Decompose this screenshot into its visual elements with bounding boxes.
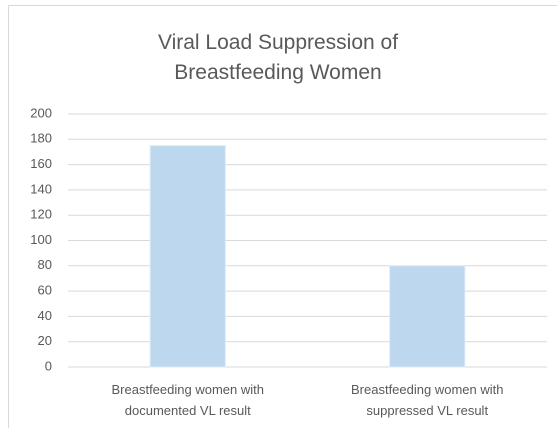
x-tick-label: Breastfeeding women with documented VL r… (111, 382, 264, 418)
bar (389, 265, 466, 368)
y-tick-label: 80 (38, 257, 52, 272)
chart-title: Viral Load Suppression of Breastfeeding … (157, 31, 399, 84)
y-tick-label: 180 (30, 131, 52, 146)
y-tick-label: 0 (45, 358, 52, 373)
y-tick-label: 200 (30, 105, 52, 120)
y-tick-label: 60 (38, 283, 52, 298)
y-tick-label: 100 (30, 232, 52, 247)
x-tick-label: Breastfeeding women with suppressed VL r… (351, 382, 504, 418)
y-tick-label: 160 (30, 156, 52, 171)
y-tick-label: 40 (38, 308, 52, 323)
y-tick-label: 140 (30, 181, 52, 196)
chart-frame (8, 5, 557, 428)
y-tick-label: 20 (38, 333, 52, 348)
y-tick-label: 120 (30, 207, 52, 222)
bar (149, 145, 226, 368)
